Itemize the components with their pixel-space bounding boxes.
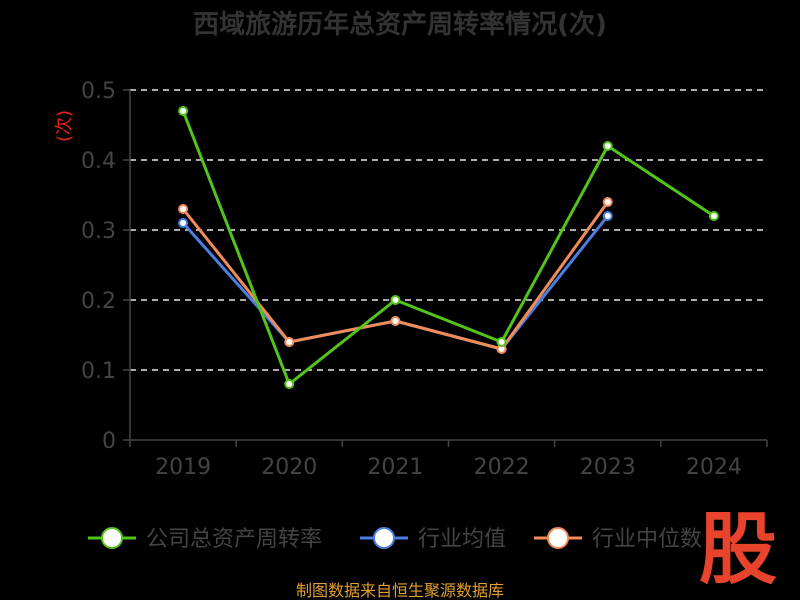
x-tick-label: 2022 xyxy=(474,455,530,480)
data-point[interactable] xyxy=(390,316,401,326)
axes: 0 0.1 0.2 0.3 0.4 0.5 2019 2020 2021 2022 2023 2024 xyxy=(81,79,768,480)
y-tick-label: 0.3 xyxy=(81,219,116,244)
x-tick-label: 2024 xyxy=(686,455,742,480)
y-tick-label: 0.1 xyxy=(81,359,116,384)
data-source-footer: 制图数据来自恒生聚源数据库 xyxy=(296,581,504,600)
y-tick-label: 0.5 xyxy=(81,79,116,104)
data-point[interactable] xyxy=(284,379,295,389)
data-point[interactable] xyxy=(178,204,189,214)
x-tick-label: 2021 xyxy=(367,455,423,480)
data-point[interactable] xyxy=(602,141,613,151)
data-point[interactable] xyxy=(284,337,295,347)
series-lines xyxy=(178,106,719,389)
series-line xyxy=(181,215,609,351)
data-point[interactable] xyxy=(602,197,613,207)
data-point[interactable] xyxy=(496,337,507,347)
series-0 xyxy=(178,106,719,389)
y-tick-label: 0 xyxy=(102,429,116,454)
series-2 xyxy=(178,197,613,354)
data-point[interactable] xyxy=(178,218,189,228)
series-line xyxy=(181,110,715,386)
data-point[interactable] xyxy=(390,295,401,305)
x-tick-label: 2023 xyxy=(580,455,636,480)
legend-label: 公司总资产周转率 xyxy=(146,527,322,552)
data-point[interactable] xyxy=(602,211,613,221)
legend-circle-marker xyxy=(547,527,569,549)
x-tick-label: 2020 xyxy=(261,455,317,480)
y-tick-label: 0.2 xyxy=(81,289,116,314)
legend-label: 行业均值 xyxy=(418,527,506,552)
legend-circle-marker xyxy=(101,527,123,549)
legend-item[interactable]: 公司总资产周转率 xyxy=(88,527,322,552)
legend[interactable]: 公司总资产周转率 行业均值 行业中位数 xyxy=(88,527,702,552)
grid-lines xyxy=(130,89,767,371)
data-point[interactable] xyxy=(708,211,719,221)
series-1 xyxy=(178,211,613,354)
legend-circle-marker xyxy=(373,527,395,549)
y-tick-label: 0.4 xyxy=(81,149,116,174)
legend-item[interactable]: 行业中位数 xyxy=(534,527,702,552)
watermark-logo: 股 xyxy=(699,505,777,595)
x-tick-label: 2019 xyxy=(155,455,211,480)
chart-title: 西域旅游历年总资产周转率情况(次) xyxy=(193,9,607,40)
legend-item[interactable]: 行业均值 xyxy=(360,527,506,552)
y-axis-unit-label: (次) xyxy=(54,110,75,142)
legend-label: 行业中位数 xyxy=(592,527,702,552)
data-point[interactable] xyxy=(178,106,189,116)
